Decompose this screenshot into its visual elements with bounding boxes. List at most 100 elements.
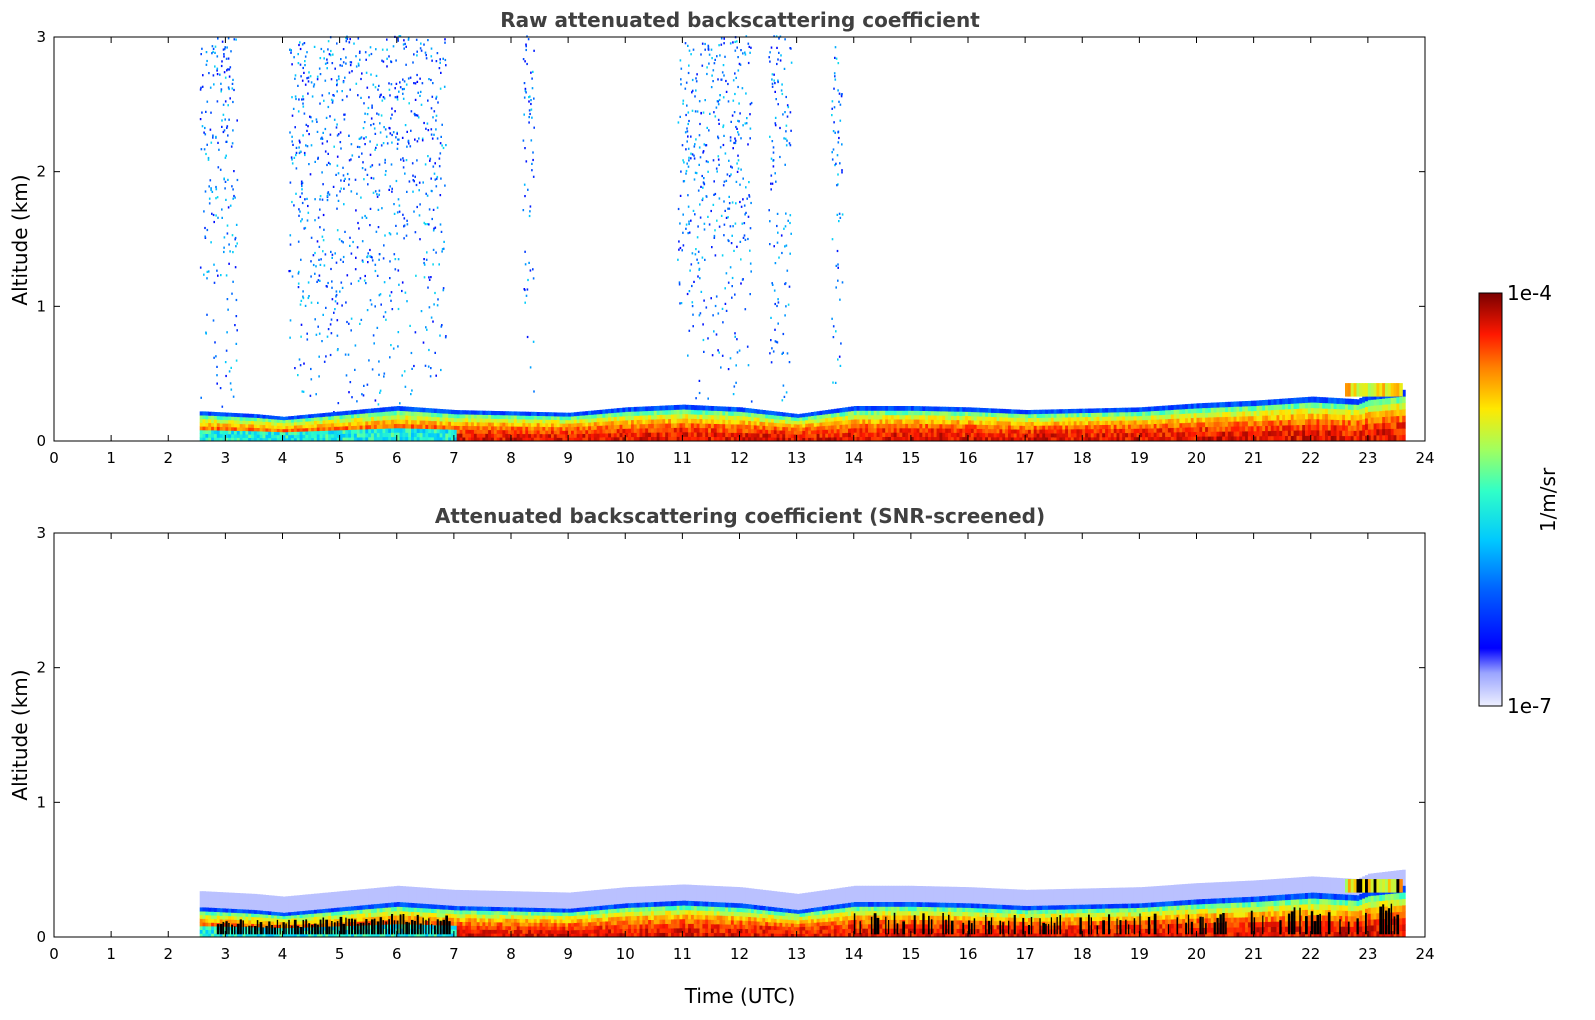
heatmap-cell	[1010, 413, 1015, 418]
heatmap-cell	[788, 413, 792, 417]
heatmap-cell	[722, 428, 726, 433]
heatmap-cell	[391, 423, 395, 429]
noise-speck	[690, 219, 692, 222]
noise-speck	[698, 163, 700, 166]
heatmap-cell	[690, 418, 695, 424]
heatmap-cell	[1290, 430, 1295, 436]
heatmap-cell	[405, 406, 409, 412]
heatmap-cell	[1330, 408, 1335, 415]
noise-speck	[420, 49, 423, 52]
noise-speck	[702, 338, 705, 342]
noise-speck	[522, 139, 525, 142]
heatmap-cell	[716, 423, 721, 429]
noise-speck	[775, 340, 778, 343]
noise-speck	[383, 244, 385, 247]
heatmap-cell	[471, 414, 475, 419]
heatmap-cell	[865, 419, 869, 424]
heatmap-cell	[788, 434, 792, 438]
heatmap-cell	[225, 419, 229, 424]
noise-speck	[786, 115, 789, 118]
heatmap-cell	[1142, 419, 1146, 425]
heatmap-cell	[710, 427, 715, 433]
heatmap-cell	[828, 421, 832, 426]
heatmap-cell	[899, 410, 903, 416]
heatmap-cell	[1333, 403, 1338, 410]
noise-speck	[685, 172, 687, 175]
heatmap-cell	[425, 408, 429, 413]
noise-speck	[719, 94, 721, 97]
heatmap-cell	[833, 428, 838, 434]
noise-speck	[206, 270, 209, 273]
heatmap-cell	[1002, 413, 1006, 418]
heatmap-cell	[288, 428, 292, 433]
heatmap-cell	[1259, 430, 1263, 437]
heatmap-cell	[505, 411, 509, 416]
noise-speck	[212, 50, 214, 53]
noise-speck	[325, 116, 328, 119]
heatmap-cell	[1285, 414, 1289, 421]
noise-speck	[318, 274, 321, 277]
noise-speck	[731, 166, 733, 169]
noise-speck	[412, 190, 414, 193]
heatmap-cell	[745, 424, 749, 429]
heatmap-cell	[1256, 400, 1260, 406]
heatmap-cell	[556, 412, 561, 417]
noise-speck	[370, 124, 372, 127]
heatmap-cell	[622, 432, 626, 438]
heatmap-cell	[830, 417, 835, 422]
heatmap-cell	[228, 433, 232, 438]
heatmap-cell	[668, 436, 672, 442]
heatmap-cell	[431, 428, 435, 434]
heatmap-cell	[573, 415, 578, 420]
noise-speck	[290, 51, 292, 54]
noise-speck	[312, 263, 315, 267]
noise-speck	[401, 136, 404, 139]
heatmap-cell	[1113, 407, 1118, 413]
heatmap-cell	[451, 437, 455, 442]
heatmap-cell	[205, 415, 209, 420]
heatmap-cell	[810, 419, 815, 424]
heatmap-cell	[508, 429, 512, 434]
heatmap-cell	[465, 414, 469, 419]
heatmap-cell	[1002, 433, 1006, 438]
heatmap-cell	[1190, 403, 1195, 409]
heatmap-cell	[605, 409, 609, 414]
heatmap-cell	[525, 430, 529, 435]
heatmap-cell	[428, 416, 432, 421]
heatmap-cell	[416, 436, 421, 442]
heatmap-cell	[805, 416, 809, 421]
heatmap-cell	[839, 412, 843, 417]
noise-speck	[211, 212, 213, 215]
heatmap-cell	[302, 421, 306, 426]
heatmap-cell	[1062, 409, 1066, 414]
noise-speck	[432, 165, 435, 168]
heatmap-cell	[482, 433, 486, 438]
heatmap-cell	[1239, 416, 1243, 422]
noise-speck	[777, 231, 779, 234]
noise-speck	[316, 130, 319, 133]
heatmap-cell	[1327, 424, 1332, 431]
heatmap-cell	[733, 415, 738, 421]
noise-speck	[789, 47, 791, 50]
heatmap-cell	[1202, 426, 1206, 432]
heatmap-cell	[385, 407, 389, 412]
noise-speck	[294, 74, 297, 77]
noise-speck	[425, 258, 428, 261]
noise-speck	[704, 99, 706, 102]
noise-speck	[781, 83, 783, 86]
noise-speck	[706, 72, 708, 76]
noise-speck	[727, 82, 729, 86]
heatmap-cell	[759, 429, 763, 434]
noise-speck	[687, 135, 689, 138]
noise-speck	[834, 75, 836, 78]
heatmap-cell	[1125, 420, 1129, 425]
heatmap-cell	[325, 430, 329, 435]
heatmap-cell	[713, 423, 718, 429]
heatmap-cell	[853, 427, 858, 433]
noise-speck	[301, 184, 303, 188]
noise-speck	[768, 56, 770, 59]
heatmap-cell	[305, 414, 309, 419]
heatmap-cell	[1099, 416, 1103, 421]
noise-speck	[321, 171, 323, 174]
heatmap-cell	[865, 423, 869, 429]
